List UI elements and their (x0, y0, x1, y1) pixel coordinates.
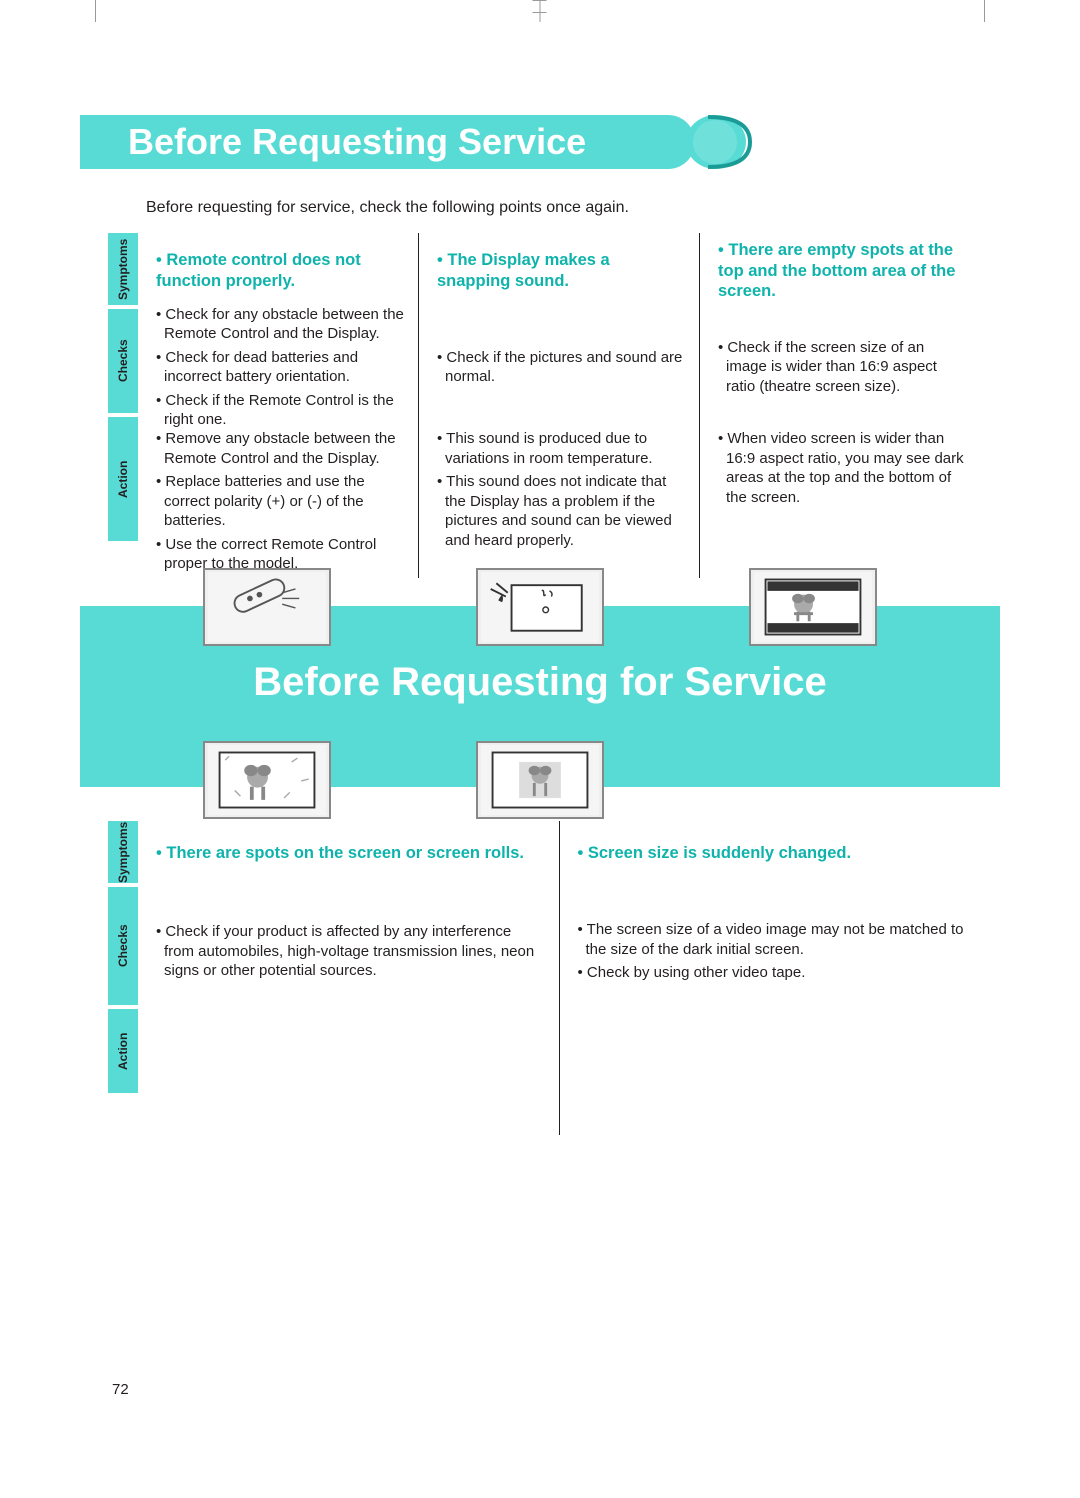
band-icons-bottom (80, 741, 1000, 801)
check-item: The screen size of a video image may not… (574, 920, 967, 959)
check-item: Check if the Remote Control is the right… (152, 391, 404, 430)
middle-band: Before Requesting for Service (80, 606, 1000, 787)
action-item: Remove any obstacle between the Remote C… (152, 429, 404, 468)
trouble-column: The Display makes a snapping sound. Check… (419, 233, 700, 578)
columns-2: There are spots on the screen or screen … (138, 821, 980, 1135)
symptom-text: Screen size is suddenly changed. (574, 843, 852, 864)
sidebar-2: Symptoms Checks Action (108, 821, 138, 1135)
check-item: Check by using other video tape. (574, 963, 967, 983)
remote-icon (203, 568, 331, 646)
check-item: Check if your product is affected by any… (152, 922, 545, 981)
action-item: When video screen is wider than 16:9 asp… (714, 429, 966, 507)
symptom-text: There are spots on the screen or screen … (152, 843, 524, 864)
intro-text: Before requesting for service, check the… (146, 199, 1030, 217)
title-banner: Before Requesting Service (80, 115, 1030, 175)
page-title: Before Requesting Service (80, 115, 1030, 169)
page: Before Requesting Service Before request… (50, 60, 1030, 1468)
check-item: Check if the pictures and sound are norm… (433, 348, 685, 387)
action-item: This sound does not indicate that the Di… (433, 472, 685, 550)
trouble-column: There are empty spots at the top and the… (700, 233, 980, 578)
band-icons-top (80, 568, 1000, 618)
sidebar-checks: Checks (108, 309, 138, 413)
troubleshoot-section-1: Symptoms Checks Action Remote control do… (108, 233, 980, 578)
sidebar-symptoms: Symptoms (108, 821, 138, 883)
page-number: 72 (112, 1381, 129, 1398)
action-item: This sound is produced due to variations… (433, 429, 685, 468)
sidebar-symptoms: Symptoms (108, 233, 138, 305)
sidebar-action: Action (108, 417, 138, 541)
sidebar-checks: Checks (108, 887, 138, 1005)
columns-1: Remote control does not function properl… (138, 233, 980, 578)
check-item: Check for any obstacle between the Remot… (152, 305, 404, 344)
sidebar-action: Action (108, 1009, 138, 1093)
troubleshoot-section-2: Symptoms Checks Action There are spots o… (108, 821, 980, 1135)
tv-snap-icon (476, 568, 604, 646)
symptom-text: The Display makes a snapping sound. (433, 250, 685, 291)
tv-size-icon (476, 741, 604, 819)
symptom-text: There are empty spots at the top and the… (714, 240, 966, 302)
band-title: Before Requesting for Service (80, 656, 1000, 727)
trouble-column: Screen size is suddenly changed. The scre… (560, 821, 981, 1135)
trouble-column: Remote control does not function properl… (138, 233, 419, 578)
crop-marks (0, 0, 1080, 30)
sidebar-1: Symptoms Checks Action (108, 233, 138, 578)
check-item: Check for dead batteries and incorrect b… (152, 348, 404, 387)
tv-interference-icon (203, 741, 331, 819)
tv-letterbox-icon (749, 568, 877, 646)
action-item: Replace batteries and use the correct po… (152, 472, 404, 531)
check-item: Check if the screen size of an image is … (714, 338, 966, 397)
trouble-column: There are spots on the screen or screen … (138, 821, 560, 1135)
symptom-text: Remote control does not function properl… (152, 250, 404, 291)
